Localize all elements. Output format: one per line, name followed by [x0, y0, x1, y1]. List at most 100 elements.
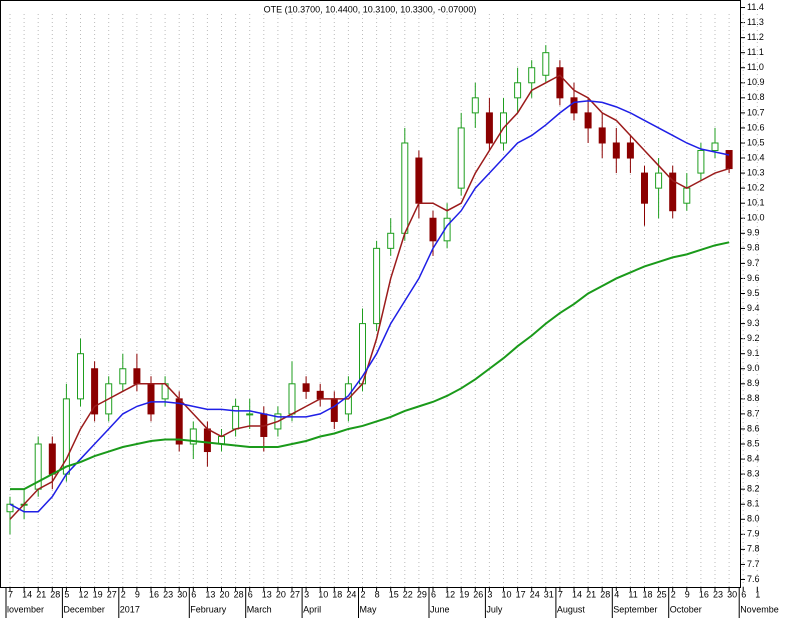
y-tick-label: 9.5	[747, 288, 760, 298]
y-tick-label: 8.5	[747, 438, 760, 448]
x-tick-label: 28	[600, 589, 610, 599]
candle-body	[91, 368, 99, 415]
x-tick-label: 2	[671, 589, 676, 599]
month-label: December	[63, 604, 105, 614]
chart-title: OTE (10.3700, 10.4400, 10.3100, 10.3300,…	[264, 4, 477, 14]
x-tick-label: 13	[205, 589, 215, 599]
x-tick-label: 27	[290, 589, 300, 599]
x-tick-label: 6	[741, 589, 746, 599]
y-tick-label: 11.3	[747, 17, 764, 27]
x-tick-label: 16	[699, 589, 709, 599]
candle-body	[119, 368, 127, 385]
y-tick-label: 8.7	[747, 408, 760, 418]
x-tick-label: 28	[50, 589, 60, 599]
x-tick-label: 21	[586, 589, 596, 599]
candle-body	[147, 383, 155, 415]
y-tick-label: 9.8	[747, 243, 760, 253]
x-tick-label: 29	[417, 589, 427, 599]
month-label: May	[360, 604, 378, 614]
x-tick-label: 23	[163, 589, 173, 599]
candle-body	[133, 368, 141, 385]
x-tick-label: 10	[502, 589, 512, 599]
candle-body	[457, 127, 465, 189]
x-tick-label: 31	[544, 589, 554, 599]
y-tick-label: 8.9	[747, 378, 760, 388]
x-tick-label: 18	[332, 589, 342, 599]
y-tick-label: 10.3	[747, 167, 765, 177]
y-tick-label: 9.9	[747, 228, 760, 238]
x-tick-label: 21	[36, 589, 46, 599]
y-tick-label: 10.2	[747, 183, 765, 193]
candle-body	[641, 172, 648, 204]
y-tick-label: 10.8	[747, 92, 765, 102]
moving-average-line	[9, 100, 730, 513]
y-tick-label: 8.4	[747, 453, 760, 463]
y-tick-label: 8.6	[747, 423, 760, 433]
candle-body	[415, 157, 423, 204]
candle-body	[330, 398, 338, 422]
x-tick-label: 13	[262, 589, 272, 599]
x-tick-label: 3	[487, 589, 492, 599]
candle-body	[203, 428, 211, 453]
month-label: lovember	[7, 604, 44, 614]
month-label: August	[557, 604, 586, 614]
candle-body	[556, 67, 564, 99]
y-tick-label: 9.4	[747, 303, 760, 313]
y-tick-label: 7.7	[747, 559, 760, 569]
x-tick-label: 14	[22, 589, 32, 599]
month-label: July	[486, 604, 503, 614]
x-tick-label: 19	[459, 589, 469, 599]
y-tick-label: 10.6	[747, 122, 765, 132]
y-tick-label: 8.8	[747, 393, 760, 403]
x-tick-label: 6	[191, 589, 196, 599]
x-tick-label: 16	[149, 589, 159, 599]
y-tick-label: 11.2	[747, 32, 764, 42]
x-tick-label: 1	[755, 589, 760, 599]
x-tick-label: 24	[530, 589, 540, 599]
candle-body	[485, 112, 493, 144]
x-tick-label: 12	[445, 589, 455, 599]
x-tick-label: 17	[516, 589, 526, 599]
candle-body	[725, 150, 733, 170]
y-tick-label: 11.1	[747, 47, 764, 57]
candle-body	[48, 443, 56, 475]
candle-body	[598, 127, 606, 144]
x-tick-label: 28	[234, 589, 244, 599]
candle-body	[316, 390, 324, 400]
y-tick-label: 11.0	[747, 62, 764, 72]
x-tick-label: 18	[643, 589, 653, 599]
candle-body	[77, 353, 84, 400]
y-tick-label: 10.0	[747, 213, 765, 223]
y-tick-label: 10.5	[747, 137, 765, 147]
candle-body	[471, 97, 479, 114]
x-tick-label: 12	[79, 589, 89, 599]
x-tick-label: 9	[685, 589, 690, 599]
y-tick-label: 11.4	[747, 2, 764, 12]
x-tick-label: 24	[346, 589, 356, 599]
candle-body	[401, 142, 409, 234]
candle-body	[612, 142, 620, 159]
month-label: June	[430, 604, 450, 614]
month-label: April	[303, 604, 321, 614]
plot-frame	[0, 0, 741, 588]
x-tick-label: 4	[614, 589, 619, 599]
moving-average-line	[10, 241, 730, 491]
candle-body	[246, 413, 254, 416]
x-tick-label: 7	[558, 589, 563, 599]
y-tick-label: 7.6	[747, 574, 760, 584]
x-tick-label: 23	[713, 589, 723, 599]
candle-body	[711, 142, 719, 152]
y-tick-label: 9.6	[747, 273, 760, 283]
x-tick-label: 25	[657, 589, 667, 599]
x-tick-label: 10	[318, 589, 328, 599]
x-tick-label: 14	[572, 589, 582, 599]
moving-average-line	[9, 74, 730, 520]
month-label: February	[190, 604, 227, 614]
x-tick-label: 9	[135, 589, 140, 599]
x-tick-label: 2	[361, 589, 366, 599]
candle-body	[373, 247, 381, 325]
x-tick-label: 27	[107, 589, 117, 599]
x-tick-label: 6	[431, 589, 436, 599]
candle-body	[655, 172, 663, 189]
y-tick-label: 10.4	[747, 152, 765, 162]
